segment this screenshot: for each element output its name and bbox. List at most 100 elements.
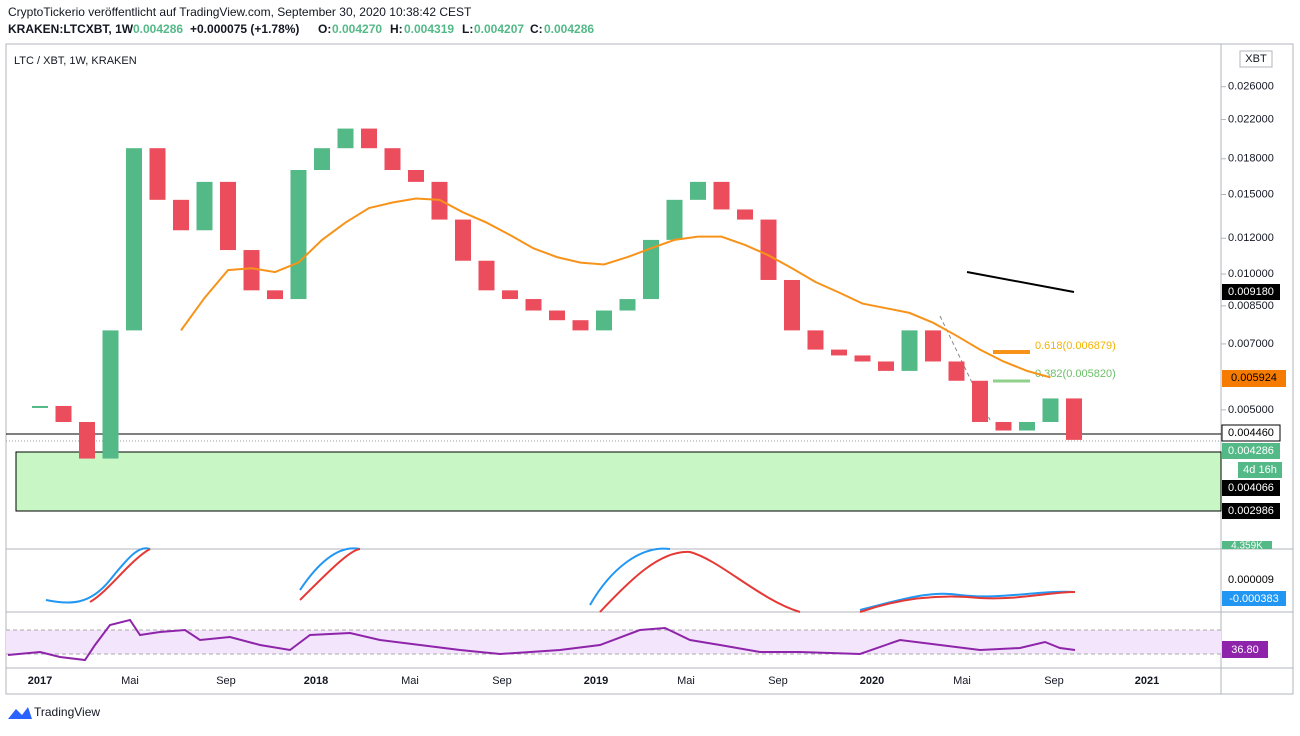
publisher: CryptoTickerio veröffentlicht auf Tradin… — [8, 5, 472, 19]
low: 0.004207 — [474, 22, 524, 36]
tv-logo — [8, 707, 32, 719]
price-tick-label: 0.015000 — [1228, 188, 1274, 200]
open: 0.004270 — [332, 22, 382, 36]
ma-price-box — [1222, 370, 1286, 387]
time-label: 2018 — [304, 675, 328, 687]
support-price: 0.004066 — [1228, 482, 1274, 494]
close: 0.004286 — [544, 22, 594, 36]
candle — [878, 361, 894, 371]
candle — [502, 290, 518, 300]
candle — [337, 128, 354, 149]
candle — [1066, 398, 1082, 440]
price-tick-label: 0.007000 — [1228, 338, 1274, 350]
price-tick-label: 0.008500 — [1228, 300, 1274, 312]
candle — [619, 299, 636, 311]
signal-box — [1222, 591, 1286, 606]
rsi-band — [6, 630, 1221, 654]
candle — [596, 310, 612, 331]
candle — [643, 239, 659, 300]
candle — [408, 169, 424, 182]
candle — [760, 219, 777, 280]
candle — [925, 330, 941, 362]
trend-price: 0.009180 — [1228, 286, 1274, 298]
macd-line — [45, 547, 1076, 611]
candle — [901, 330, 918, 371]
time-label: Mai — [677, 675, 695, 687]
resistance-price-box — [1221, 424, 1281, 442]
support-price-box — [1222, 480, 1280, 496]
candle — [713, 181, 730, 210]
signal-line — [89, 548, 1076, 613]
c-label: C: — [530, 22, 543, 36]
last: 0.004286 — [133, 22, 183, 36]
trend-dashed — [939, 315, 991, 421]
legend: LTC / XBT, 1W, KRAKEN — [14, 55, 137, 67]
price-tick-label: 0.010000 — [1228, 268, 1274, 280]
o-label: O: — [318, 22, 331, 36]
currency-box — [1239, 50, 1273, 68]
change: +0.000075 (+1.78%) — [190, 22, 299, 36]
price-tick-label: 0.022000 — [1228, 113, 1274, 125]
candle — [384, 148, 401, 170]
trend-price-box — [1222, 284, 1280, 300]
candle — [149, 148, 166, 200]
zone-low-box — [1222, 503, 1280, 519]
candle — [831, 349, 847, 356]
last-price: 0.004286 — [1228, 445, 1274, 457]
volume: 4.359K — [1231, 541, 1263, 552]
candle — [737, 209, 753, 220]
rsi-line — [7, 618, 1076, 662]
dynamic-layer: 0.026000 0.022000 0.018000 0.015000 0.012000… — [28, 81, 1274, 687]
candle — [784, 279, 800, 331]
candle — [290, 169, 307, 300]
macd-value: 0.000009 — [1228, 574, 1274, 586]
candle — [807, 330, 824, 350]
price-tick-label: 0.018000 — [1228, 153, 1274, 165]
price-tick-label: 0.005000 — [1228, 404, 1274, 416]
candle — [972, 380, 988, 422]
candle — [79, 421, 95, 459]
high: 0.004319 — [404, 22, 454, 36]
last-price-box — [1222, 443, 1280, 459]
signal-value: -0.000383 — [1229, 593, 1279, 605]
candle — [243, 250, 260, 291]
candle — [361, 128, 377, 149]
candle — [32, 405, 48, 408]
fib-382-label: 0.382(0.005820) — [1035, 368, 1116, 380]
countdown-box — [1238, 462, 1282, 478]
candle — [478, 260, 495, 291]
candle — [126, 148, 142, 331]
time-label: 2021 — [1135, 675, 1159, 687]
candle — [220, 181, 236, 251]
candle — [948, 361, 965, 381]
candle — [102, 330, 119, 459]
currency: XBT — [1245, 53, 1267, 65]
candle — [572, 320, 589, 331]
time-label: Mai — [953, 675, 971, 687]
ma-price: 0.005924 — [1231, 372, 1277, 384]
candle — [455, 219, 471, 261]
moving-average — [180, 197, 1051, 379]
time-label: 2019 — [584, 675, 608, 687]
time-label: 2020 — [860, 675, 884, 687]
candle — [196, 181, 213, 231]
candle — [995, 421, 1012, 431]
candle — [525, 299, 542, 311]
symbol: KRAKEN:LTCXBT, 1W — [8, 22, 134, 36]
candle — [1019, 421, 1035, 431]
resistance-price: 0.004460 — [1228, 427, 1274, 439]
candle — [690, 181, 706, 200]
price-tick-label: 0.012000 — [1228, 232, 1274, 244]
trendline — [966, 271, 1075, 293]
time-label: Mai — [121, 675, 139, 687]
time-label: Sep — [216, 675, 236, 687]
macd-box — [1222, 572, 1280, 587]
time-label: Sep — [768, 675, 788, 687]
candle — [549, 310, 565, 321]
time-label: Mai — [401, 675, 419, 687]
candle — [666, 199, 683, 240]
fib-618-label: 0.618(0.006879) — [1035, 340, 1116, 352]
l-label: L: — [462, 22, 473, 36]
support-zone — [15, 451, 1222, 512]
